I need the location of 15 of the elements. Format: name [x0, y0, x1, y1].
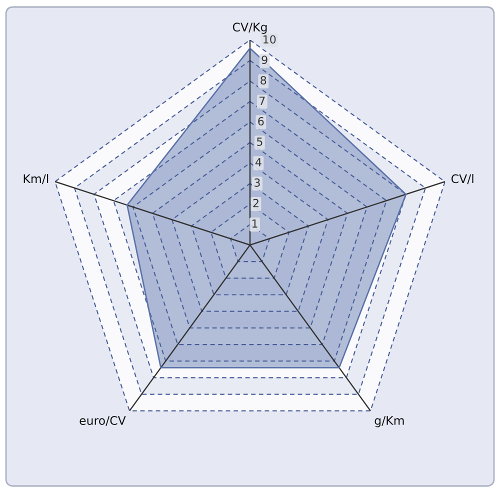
y-tick-label: 10: [264, 35, 276, 44]
spoke-label: CV/Kg: [232, 22, 267, 34]
y-tick-label: 7: [260, 96, 265, 105]
y-tick-label: 4: [255, 158, 262, 166]
y-tick-label: 8: [260, 76, 266, 85]
y-tick-label: 3: [254, 178, 260, 187]
y-tick-label: 5: [257, 138, 262, 146]
spoke-label: CV/l: [451, 174, 474, 184]
spoke-label: g/Km: [374, 416, 404, 428]
y-tick-label: 9: [262, 56, 268, 64]
spoke-label: Km/l: [24, 174, 48, 184]
y-tick-label: 2: [253, 198, 258, 208]
spoke-label: euro/CV: [80, 416, 126, 426]
y-tick-label: 1: [252, 220, 258, 228]
y-tick-label: 6: [258, 117, 264, 126]
